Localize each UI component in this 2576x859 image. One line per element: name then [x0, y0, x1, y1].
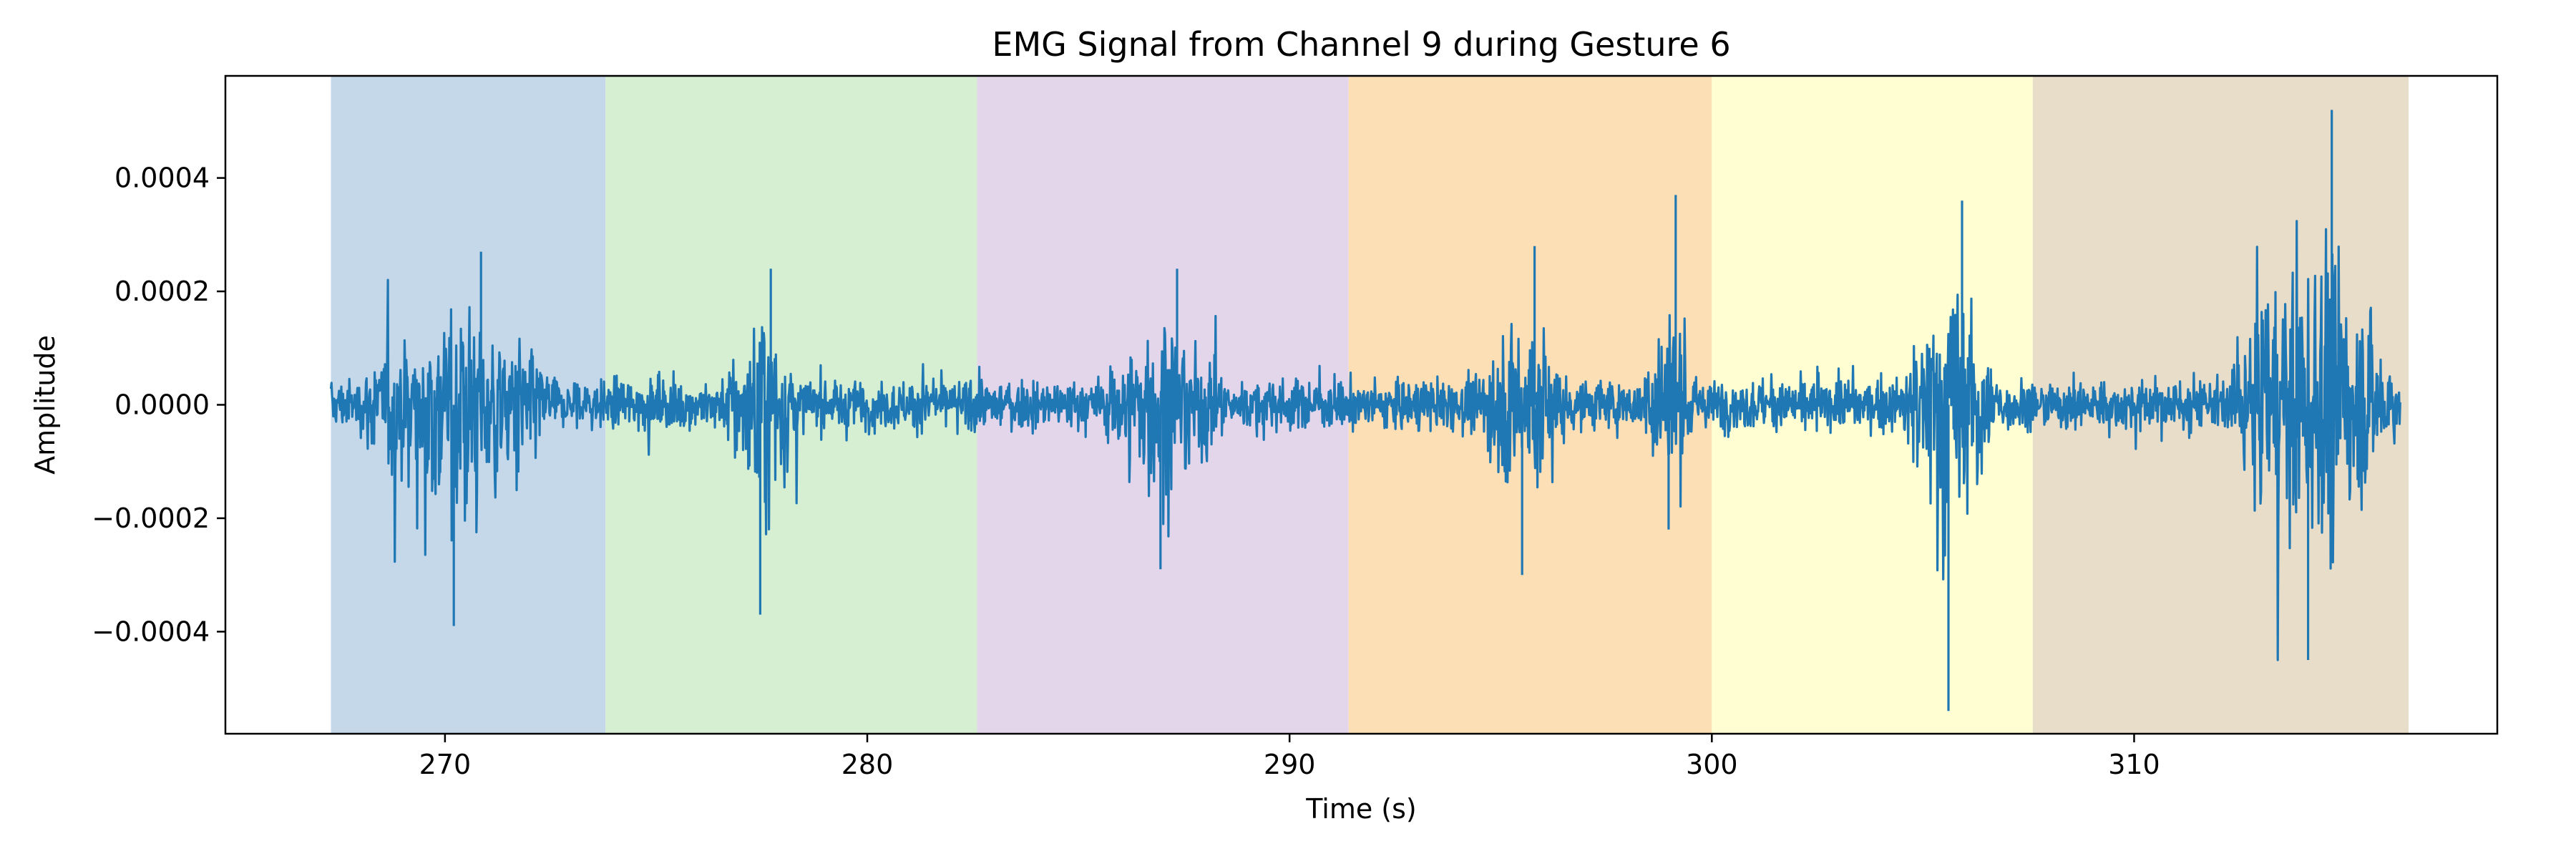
- x-tick-label: 270: [419, 749, 472, 780]
- y-tick-label: 0.0000: [114, 389, 210, 421]
- x-tick-label: 280: [841, 749, 894, 780]
- y-tick-label: −0.0002: [92, 503, 210, 534]
- y-tick-label: −0.0004: [92, 616, 210, 647]
- y-tick-label: 0.0004: [114, 162, 210, 194]
- y-axis-title: Amplitude: [29, 335, 61, 475]
- y-tick-label: 0.0002: [114, 276, 210, 307]
- x-tick-label: 310: [2108, 749, 2160, 780]
- y-axis-ticks: −0.0004 −0.0002 0.0000 0.0002 0.0004: [92, 162, 225, 647]
- signal-series: [329, 110, 2401, 712]
- x-tick-label: 300: [1686, 749, 1738, 780]
- x-axis-title: Time (s): [1305, 793, 1417, 825]
- chart-title: EMG Signal from Channel 9 during Gesture…: [992, 25, 1730, 64]
- x-axis-ticks: 270 280 290 300 310: [419, 734, 2160, 780]
- x-tick-label: 290: [1264, 749, 1316, 780]
- emg-signal-line: [329, 110, 2401, 712]
